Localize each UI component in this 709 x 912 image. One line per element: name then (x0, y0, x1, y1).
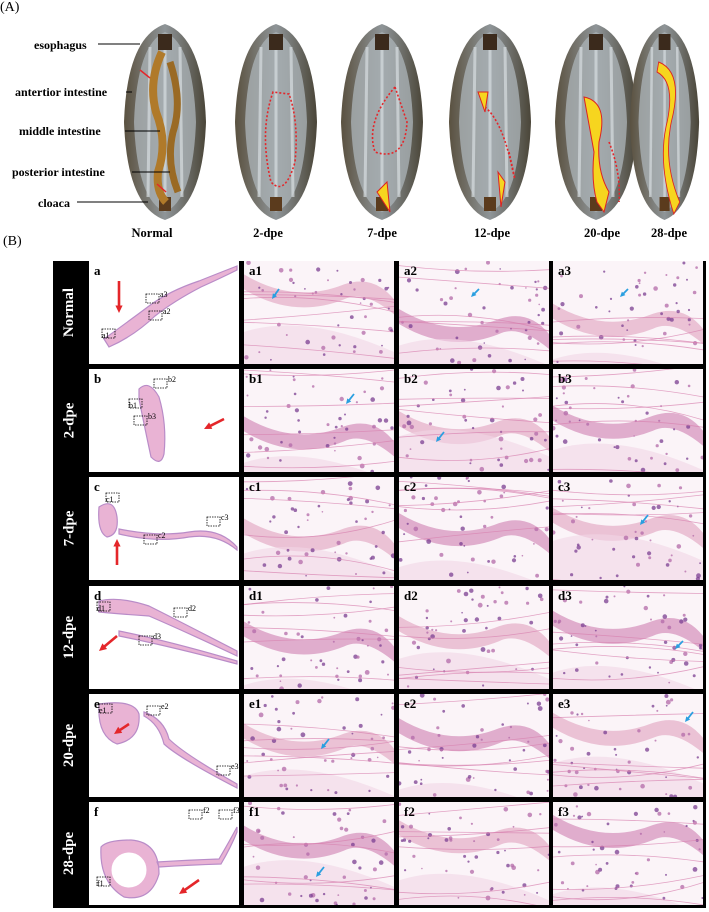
inset-box-label: a1 (102, 331, 110, 340)
micrograph-e3: e3 (553, 694, 703, 797)
inset-box-label: b2 (168, 375, 176, 384)
micrograph-d: d d1 d2 d3 (89, 586, 239, 689)
micrograph-a2: a2 (399, 261, 549, 364)
specimen-photo-6 (625, 22, 705, 222)
specimen-photo-4 (443, 22, 538, 222)
micrograph-d1: d1 (244, 586, 394, 689)
micrograph-f: f f1 f2 f3 (89, 802, 239, 905)
stage-label-12dpe: 12-dpe (473, 226, 511, 240)
panel-letter: c2 (404, 479, 417, 494)
label-cloaca: cloaca (38, 196, 70, 210)
row-label-text: 20-dpe (61, 723, 78, 768)
row-label-5: 28-dpe (52, 802, 88, 905)
label-anterior-intestine: antertior intestine (15, 85, 108, 99)
panel-letter: b1 (249, 371, 263, 386)
label-posterior-intestine: posterior intestine (12, 165, 105, 179)
stage-label-normal: Normal (131, 226, 173, 240)
row-label-0: Normal (52, 261, 88, 364)
panel-letter: a2 (404, 263, 417, 278)
micrograph-d2: d2 (399, 586, 549, 689)
stage-label-28dpe: 28-dpe (650, 226, 688, 240)
inset-box-label: c3 (221, 513, 229, 522)
inset-box-label: d1 (97, 604, 105, 613)
panel-letter: d1 (249, 588, 263, 603)
panel-letter: b2 (404, 371, 418, 386)
row-label-text: 7-dpe (61, 510, 78, 547)
panel-letter: e2 (404, 696, 417, 711)
label-middle-intestine: middle intestine (19, 124, 101, 138)
row-label-text: 12-dpe (61, 615, 78, 660)
panel-letter: e1 (249, 696, 262, 711)
inset-box-label: a2 (163, 307, 171, 316)
row-label-2: 7-dpe (52, 477, 88, 580)
panel-letter: b3 (558, 371, 572, 386)
panel-letter: c3 (558, 479, 571, 494)
micrograph-c1: c1 (244, 477, 394, 580)
panel-letter: e3 (558, 696, 571, 711)
panel-b-label: (B) (3, 234, 22, 249)
label-esophagus: esophagus (34, 38, 87, 52)
micrograph-a1: a1 (244, 261, 394, 364)
panel-letter: d2 (404, 588, 418, 603)
panel-letter: c (94, 479, 100, 494)
micrograph-b1: b1 (244, 369, 394, 472)
panel-letter: a (94, 263, 101, 278)
inset-box-label: b3 (148, 412, 156, 421)
row-label-text: 2-dpe (61, 402, 78, 439)
specimen-photo-5 (549, 22, 644, 222)
micrograph-b3: b3 (553, 369, 703, 472)
inset-box-label: c1 (106, 495, 114, 504)
panel-letter: f (94, 804, 99, 819)
micrograph-a: a a1 a2 a3 (89, 261, 239, 364)
specimen-photo-3 (335, 22, 430, 222)
specimen-photo-1 (118, 22, 213, 222)
inset-box-label: d3 (153, 632, 161, 641)
panel-letter: e (94, 696, 100, 711)
row-label-4: 20-dpe (52, 694, 88, 797)
panel-letter: c1 (249, 479, 262, 494)
micrograph-c: c c1 c2 c3 (89, 477, 239, 580)
micrograph-b: b b1 b2 b3 (89, 369, 239, 472)
inset-box-label: b1 (129, 401, 137, 410)
micrograph-b2: b2 (399, 369, 549, 472)
inset-box-label: e1 (99, 706, 107, 715)
panel-letter: a3 (558, 263, 571, 278)
row-label-3: 12-dpe (52, 586, 88, 689)
micrograph-d3: d3 (553, 586, 703, 689)
panel-letter: a1 (249, 263, 262, 278)
panel-letter: f2 (404, 804, 415, 819)
inset-box-label: d2 (188, 604, 196, 613)
inset-box-label: e2 (161, 702, 169, 711)
inset-box-label: c2 (158, 531, 166, 540)
micrograph-a3: a3 (553, 261, 703, 364)
inset-box-label: f2 (203, 806, 210, 815)
stage-label-20dpe: 20-dpe (583, 226, 621, 240)
micrograph-c3: c3 (553, 477, 703, 580)
micrograph-f2: f2 (399, 802, 549, 905)
row-label-text: Normal (61, 287, 78, 338)
micrograph-e1: e1 (244, 694, 394, 797)
stage-label-7dpe: 7-dpe (367, 226, 397, 240)
panel-letter: d3 (558, 588, 572, 603)
panel-letter: b (94, 371, 102, 386)
inset-box-label: e3 (231, 762, 239, 771)
stage-label-2dpe: 2-dpe (253, 226, 283, 240)
inset-box-label: a3 (160, 290, 168, 299)
panel-letter: d (94, 588, 102, 603)
micrograph-f1: f1 (244, 802, 394, 905)
panel-letter: f3 (558, 804, 569, 819)
row-label-text: 28-dpe (61, 831, 78, 876)
micrograph-c2: c2 (399, 477, 549, 580)
inset-box-label: f1 (97, 879, 104, 888)
micrograph-e: e e1 e2 e3 (89, 694, 239, 797)
histology-panel-grid: Normal a a1 a2 a3 a1 a2 a3 2-dpe b b1 b2 b3 b1 … (53, 261, 706, 908)
specimen-photo-2 (229, 22, 324, 222)
micrograph-f3: f3 (553, 802, 703, 905)
inset-box-label: f3 (233, 806, 239, 815)
row-label-1: 2-dpe (52, 369, 88, 472)
panel-a-label: (A) (0, 0, 20, 15)
micrograph-e2: e2 (399, 694, 549, 797)
panel-letter: f1 (249, 804, 260, 819)
